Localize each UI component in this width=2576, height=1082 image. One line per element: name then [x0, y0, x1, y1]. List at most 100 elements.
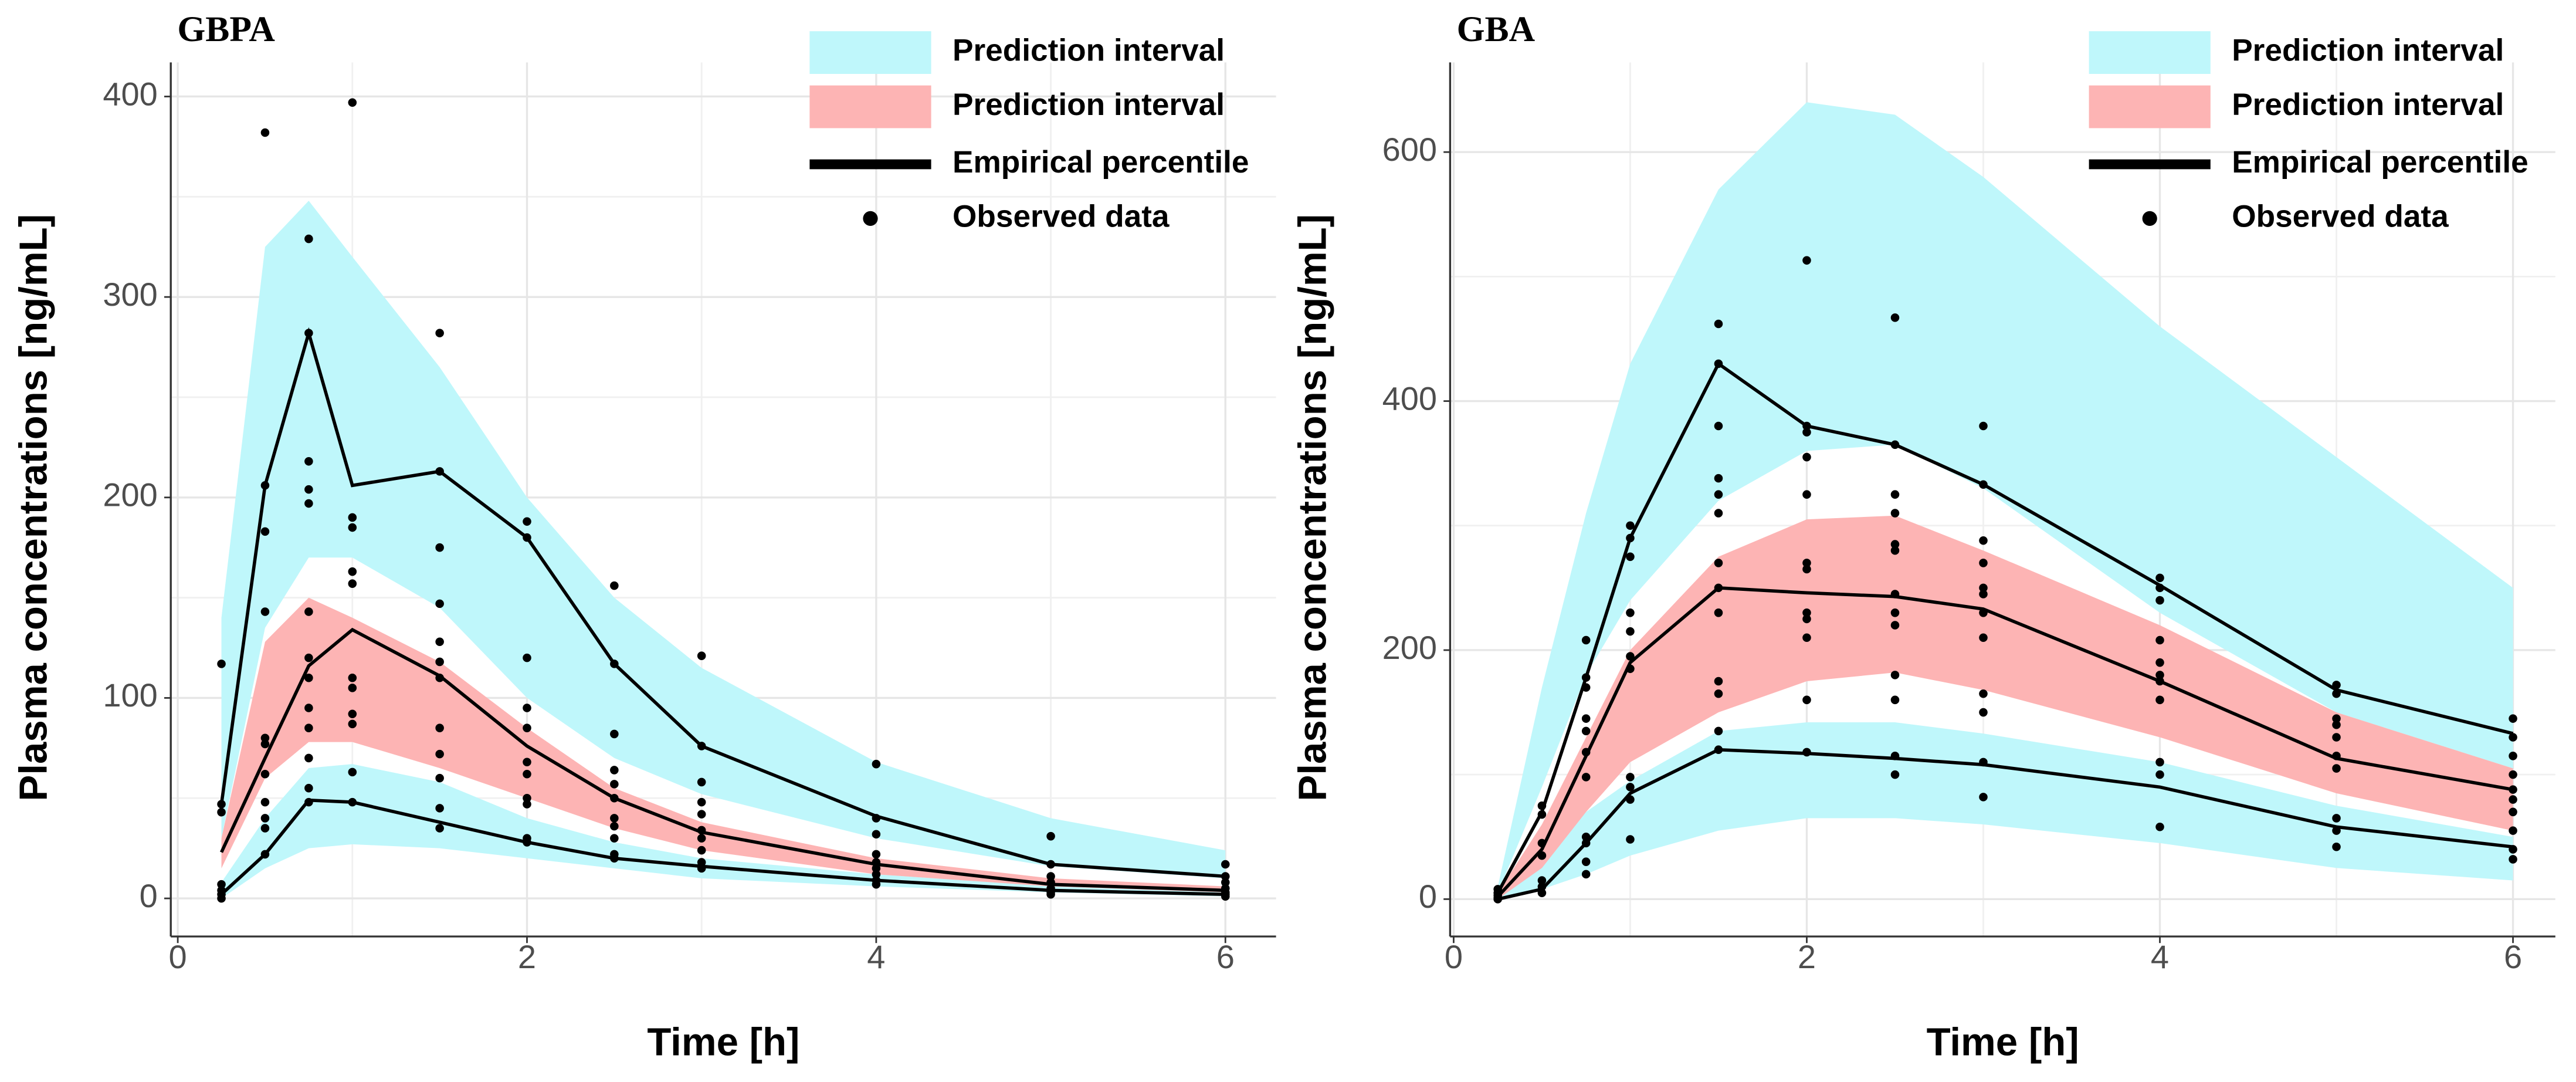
observed-point	[697, 810, 706, 819]
observed-point	[872, 814, 881, 823]
prediction-band	[221, 201, 1226, 878]
observed-point	[1714, 490, 1723, 499]
observed-point	[2332, 814, 2341, 823]
observed-point	[610, 729, 619, 739]
observed-point	[348, 709, 357, 719]
observed-point	[872, 864, 881, 873]
observed-point	[1802, 428, 1811, 437]
observed-point	[348, 98, 357, 107]
observed-point	[1802, 256, 1811, 265]
y-tick-label: 100	[103, 677, 157, 714]
observed-point	[1802, 633, 1811, 643]
y-tick-label: 200	[103, 476, 157, 513]
observed-point	[1714, 421, 1723, 431]
observed-point	[2332, 733, 2341, 742]
observed-point	[872, 858, 881, 867]
observed-point	[2332, 714, 2341, 723]
observed-point	[304, 234, 313, 244]
observed-point	[1802, 748, 1811, 757]
prediction-band	[1497, 722, 2513, 900]
observed-point	[2509, 845, 2517, 854]
y-tick-label: 400	[1382, 380, 1437, 417]
observed-point	[2155, 822, 2164, 831]
observed-point	[2509, 785, 2517, 794]
observed-point	[610, 793, 619, 803]
observed-point	[872, 870, 881, 879]
observed-point	[435, 599, 444, 608]
observed-point	[260, 824, 270, 833]
observed-point	[697, 826, 706, 835]
observed-point	[1890, 608, 1900, 617]
observed-point	[435, 773, 444, 783]
observed-point	[1581, 726, 1591, 736]
observed-point	[217, 660, 226, 668]
observed-point	[1714, 745, 1723, 754]
observed-point	[304, 653, 313, 662]
observed-point	[217, 880, 226, 889]
legend-swatch	[863, 211, 878, 226]
prediction-band	[221, 764, 1226, 899]
observed-point	[1802, 614, 1811, 624]
observed-point	[348, 719, 357, 729]
observed-point	[610, 660, 619, 668]
y-axis-title: Plasma concentrations [ng/mL]	[11, 214, 55, 802]
observed-point	[217, 894, 226, 903]
observed-point	[610, 780, 619, 789]
x-axis-title: Time [h]	[647, 1020, 799, 1064]
observed-point	[304, 783, 313, 793]
observed-point	[1979, 708, 1988, 717]
observed-point	[1537, 888, 1547, 898]
x-tick-label: 0	[169, 938, 187, 975]
observed-point	[435, 467, 444, 476]
observed-point	[1714, 689, 1723, 698]
legend-label: Empirical percentile	[953, 145, 1249, 180]
observed-point	[435, 804, 444, 813]
observed-point	[2155, 583, 2164, 593]
y-tick-label: 0	[1419, 878, 1437, 915]
observed-point	[1626, 664, 1635, 674]
observed-point	[1890, 590, 1900, 599]
observed-point	[1890, 440, 1900, 449]
observed-point	[2509, 826, 2517, 835]
observed-point	[260, 128, 270, 137]
observed-point	[304, 499, 313, 508]
legend-swatch	[809, 85, 931, 129]
legend-label: Prediction interval	[2232, 87, 2504, 122]
x-tick-label: 4	[867, 938, 885, 975]
observed-point	[1979, 590, 1988, 599]
observed-point	[348, 673, 357, 682]
observed-point	[697, 834, 706, 843]
observed-point	[260, 607, 270, 616]
observed-point	[1221, 872, 1230, 881]
observed-point	[523, 517, 531, 526]
observed-point	[2332, 681, 2341, 689]
observed-point	[2155, 671, 2164, 679]
observed-point	[435, 673, 444, 682]
observed-point	[1979, 536, 1988, 545]
observed-point	[1537, 801, 1547, 810]
observed-point	[1979, 608, 1988, 617]
legend-label: Prediction interval	[2232, 33, 2504, 68]
observed-point	[435, 637, 444, 647]
observed-point	[610, 834, 619, 843]
x-tick-label: 2	[1798, 938, 1816, 975]
observed-point	[435, 657, 444, 667]
observed-point	[1537, 810, 1547, 819]
observed-point	[2509, 752, 2517, 760]
observed-point	[697, 742, 706, 750]
observed-point	[2155, 573, 2164, 583]
observed-point	[872, 850, 881, 859]
observed-point	[1046, 860, 1055, 869]
observed-point	[2155, 758, 2164, 767]
observed-point	[523, 793, 531, 803]
observed-point	[523, 838, 531, 847]
observed-point	[2509, 795, 2517, 804]
observed-point	[1714, 474, 1723, 483]
observed-point	[348, 767, 357, 777]
y-tick-label: 400	[103, 75, 157, 112]
observed-point	[1890, 509, 1900, 518]
observed-point	[610, 821, 619, 831]
observed-point	[872, 880, 881, 889]
observed-point	[2509, 770, 2517, 779]
observed-point	[1581, 635, 1591, 645]
